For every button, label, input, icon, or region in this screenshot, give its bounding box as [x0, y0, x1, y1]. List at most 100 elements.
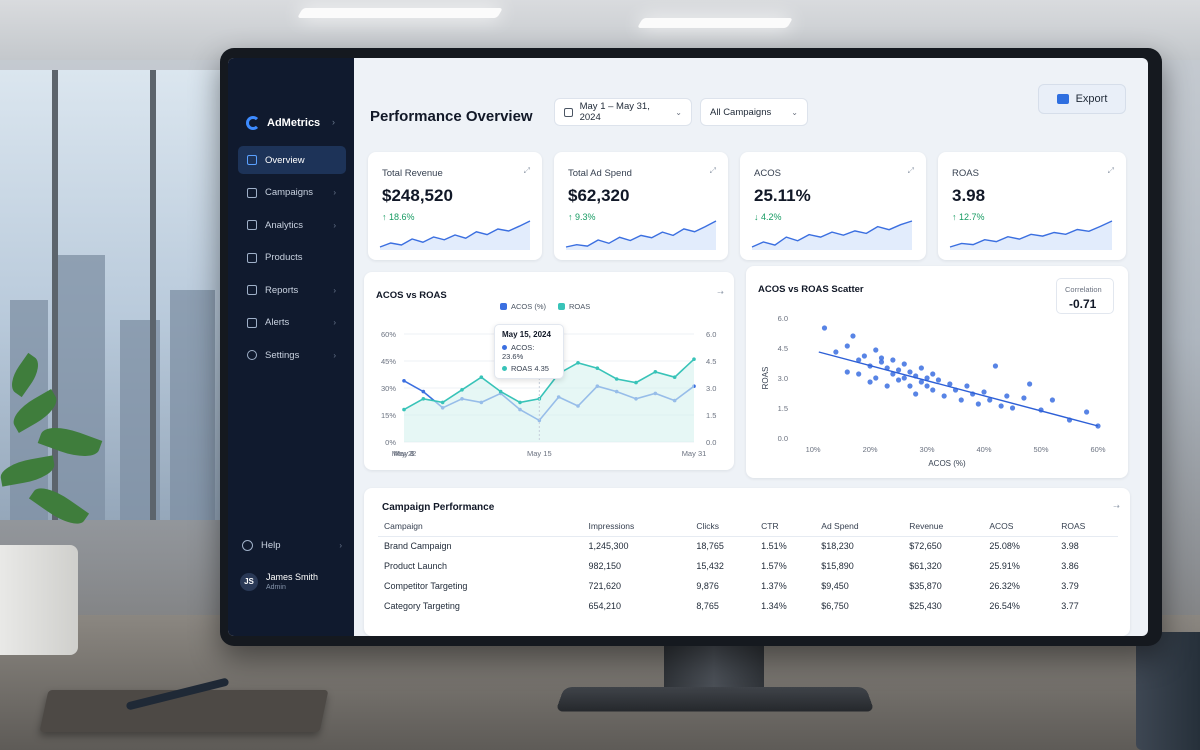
- chart-tooltip: May 15, 2024 ACOS: 23.6% ROAS 4.35: [494, 324, 564, 379]
- kpi-value: $62,320: [568, 186, 630, 205]
- expand-icon[interactable]: ⤢: [1107, 166, 1114, 175]
- kpi-card-total-ad-spend[interactable]: Total Ad Spend $62,320 ↑ 9.3% ⤢: [554, 152, 728, 260]
- table-cell: $15,890: [821, 561, 854, 571]
- scatter-point: [884, 383, 890, 389]
- table-row[interactable]: Product Launch 982,150 15,432 1.57% $15,…: [378, 556, 1118, 576]
- sidebar-item-alerts[interactable]: Alerts ›: [238, 309, 346, 337]
- y-left-tick-label: 15%: [381, 411, 396, 420]
- series-point-acos: [402, 379, 406, 383]
- kpi-delta: ↑ 9.3%: [568, 212, 596, 222]
- y-left-tick-label: 60%: [381, 330, 396, 339]
- expand-icon[interactable]: ⤢: [907, 166, 914, 175]
- ceiling-light: [297, 8, 503, 18]
- column-header[interactable]: Revenue: [909, 516, 990, 537]
- y-left-tick-label: 0%: [385, 438, 396, 447]
- series-point-roas: [653, 370, 658, 374]
- scatter-point: [861, 353, 867, 359]
- campaign-table: Campaign Impressions Clicks CTR Ad Spend…: [378, 516, 1118, 616]
- column-header[interactable]: Clicks: [696, 516, 762, 537]
- table-row[interactable]: Category Targeting 654,210 8,765 1.34% $…: [378, 596, 1118, 616]
- sidebar-item-products[interactable]: Products: [238, 244, 346, 272]
- sidebar: AdMetrics › Overview Campaigns › Analyti…: [228, 58, 354, 636]
- x-tick-label: 10%: [806, 445, 821, 454]
- legend-item-acos[interactable]: ACOS (%): [500, 302, 546, 311]
- column-header[interactable]: ROAS: [1061, 516, 1118, 537]
- monitor-base: [555, 687, 875, 712]
- column-header[interactable]: Ad Spend: [821, 516, 910, 537]
- chevron-right-icon: ›: [339, 541, 342, 550]
- correlation-label: Correlation: [1065, 285, 1102, 294]
- sidebar-item-reports[interactable]: Reports ›: [238, 276, 346, 304]
- campaign-filter-select[interactable]: All Campaigns ⌄: [700, 98, 808, 126]
- table-row[interactable]: Brand Campaign 1,245,300 18,765 1.51% $1…: [378, 536, 1118, 556]
- date-range-picker[interactable]: May 1 – May 31, 2024 ⌄: [554, 98, 692, 126]
- table-cell: 1.37%: [761, 581, 787, 591]
- table-cell: $35,870: [909, 581, 942, 591]
- scatter-point: [907, 383, 913, 389]
- scatter-point: [935, 377, 942, 383]
- x-tick-label: 60%: [1090, 445, 1105, 454]
- chart-title: ACOS vs ROAS Scatter: [758, 284, 864, 295]
- scatter-point: [878, 355, 885, 361]
- ceiling-light: [637, 18, 793, 28]
- column-header[interactable]: ACOS: [989, 516, 1062, 537]
- series-line-roas: [403, 358, 695, 411]
- table-cell: Competitor Targeting: [384, 581, 468, 591]
- monitor-screen: AdMetrics › Overview Campaigns › Analyti…: [228, 58, 1148, 636]
- more-icon[interactable]: ⇢: [717, 288, 724, 297]
- sidebar-nav: Overview Campaigns › Analytics › Product…: [238, 146, 346, 374]
- help-icon: [242, 540, 253, 551]
- kpi-card-acos[interactable]: ACOS 25.11% ↓ 4.2% ⤢: [740, 152, 926, 260]
- brand[interactable]: AdMetrics: [246, 116, 320, 130]
- main-content: Performance Overview May 1 – May 31, 202…: [354, 58, 1148, 636]
- chevron-down-icon: ⌄: [675, 107, 682, 117]
- expand-icon[interactable]: ⤢: [709, 166, 716, 175]
- scatter-point: [856, 371, 862, 377]
- table-cell: 26.32%: [989, 581, 1020, 591]
- upload-icon: [1056, 94, 1069, 104]
- export-button[interactable]: Export: [1038, 84, 1126, 114]
- chevron-right-icon: ›: [333, 188, 336, 197]
- chart-legend: ACOS (%) ROAS: [500, 302, 590, 311]
- column-header[interactable]: Impressions: [588, 516, 697, 537]
- scatter-point: [844, 369, 850, 375]
- help-label: Help: [261, 540, 281, 551]
- user-profile[interactable]: JS James Smith Admin: [240, 572, 318, 591]
- y-tick-label: 3.0: [778, 374, 788, 383]
- table-cell: 9,876: [696, 581, 719, 591]
- legend-item-roas[interactable]: ROAS: [558, 302, 590, 311]
- y-right-tick-label: 6.0: [706, 330, 716, 339]
- table-row[interactable]: Competitor Targeting 721,620 9,876 1.37%…: [378, 576, 1118, 596]
- y-tick-label: 6.0: [778, 314, 788, 323]
- scatter-point: [918, 365, 924, 371]
- acos-vs-roas-scatter-card: ACOS vs ROAS Scatter Correlation -0.71 0…: [746, 266, 1128, 478]
- city-building: [170, 290, 215, 520]
- column-header[interactable]: Campaign: [378, 516, 589, 537]
- sidebar-item-analytics[interactable]: Analytics ›: [238, 211, 346, 239]
- sidebar-item-settings[interactable]: Settings ›: [238, 341, 346, 369]
- sidebar-item-campaigns[interactable]: Campaigns ›: [238, 179, 346, 207]
- scatter-point: [981, 389, 987, 395]
- series-point-roas: [518, 400, 522, 405]
- kpi-card-roas[interactable]: ROAS 3.98 ↑ 12.7% ⤢: [938, 152, 1126, 260]
- scatter-point: [975, 401, 981, 407]
- kpi-title: Total Revenue: [382, 168, 443, 179]
- tooltip-acos-row: ACOS: 23.6%: [502, 343, 535, 361]
- user-role: Admin: [266, 584, 286, 591]
- sidebar-item-overview[interactable]: Overview: [238, 146, 346, 174]
- series-point-roas: [421, 397, 426, 401]
- bell-icon: [247, 317, 257, 328]
- sidebar-item-label: Alerts: [265, 317, 290, 328]
- x-tick-label: May 31: [682, 449, 707, 458]
- sidebar-item-help[interactable]: Help ›: [242, 540, 342, 551]
- sidebar-item-label: Products: [265, 252, 303, 263]
- kpi-card-total-revenue[interactable]: Total Revenue $248,520 ↑ 18.6% ⤢: [368, 152, 542, 260]
- scatter-point: [913, 391, 919, 397]
- kpi-sparkline: [751, 220, 913, 250]
- kpi-sparkline: [949, 220, 1113, 250]
- column-header[interactable]: CTR: [761, 516, 822, 537]
- more-icon[interactable]: ⇢: [1113, 502, 1120, 511]
- expand-icon[interactable]: ⤢: [523, 166, 530, 175]
- y-right-tick-label: 3.0: [706, 384, 716, 393]
